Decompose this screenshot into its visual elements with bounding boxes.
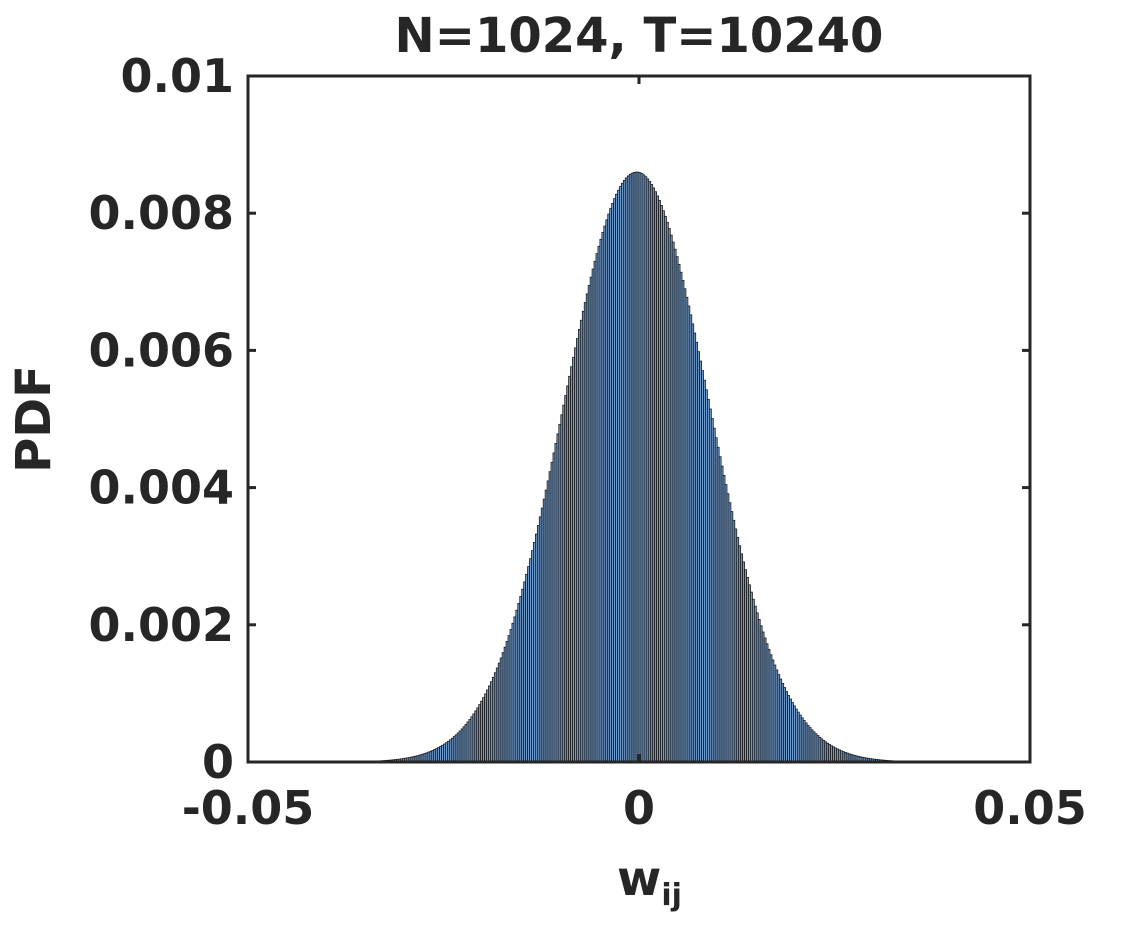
y-tick-label: 0 [202, 735, 234, 789]
x-axis-label-subscript: ij [661, 878, 682, 913]
x-axis-label-main: w [617, 851, 661, 907]
y-tick-label: 0.008 [88, 186, 234, 240]
x-tick-label: 0.05 [973, 781, 1087, 835]
y-tick-label: 0.01 [121, 49, 235, 103]
histogram-bars [325, 171, 953, 763]
x-tick-label: -0.05 [182, 781, 315, 835]
y-tick-label: 0.006 [88, 323, 234, 377]
y-axis-label: PDF [6, 365, 62, 473]
y-tick-label: 0.002 [88, 598, 234, 652]
y-tick-label: 0.004 [88, 461, 234, 515]
x-axis-label: wij [617, 851, 682, 913]
x-tick-label: 0 [623, 781, 655, 835]
chart-title: N=1024, T=10240 [395, 8, 884, 64]
